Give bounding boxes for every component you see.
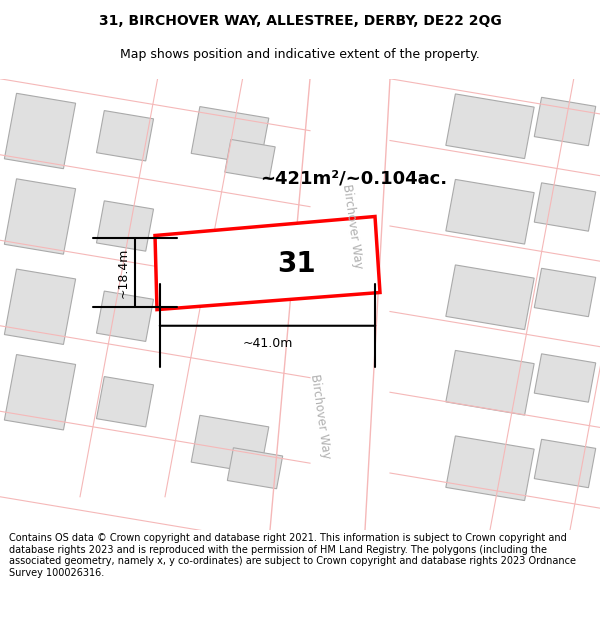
Polygon shape — [534, 98, 596, 146]
Text: 31: 31 — [277, 249, 316, 278]
Polygon shape — [225, 139, 275, 179]
Text: ~421m²/~0.104ac.: ~421m²/~0.104ac. — [260, 169, 447, 187]
Polygon shape — [446, 351, 534, 415]
Polygon shape — [4, 269, 76, 344]
Polygon shape — [97, 201, 154, 251]
Polygon shape — [4, 93, 76, 169]
Polygon shape — [534, 439, 596, 488]
Text: Birchover Way: Birchover Way — [340, 183, 364, 269]
Polygon shape — [155, 216, 380, 309]
Text: Contains OS data © Crown copyright and database right 2021. This information is : Contains OS data © Crown copyright and d… — [9, 533, 576, 578]
Polygon shape — [534, 268, 596, 317]
Polygon shape — [97, 377, 154, 427]
Text: ~18.4m: ~18.4m — [117, 248, 130, 298]
Polygon shape — [191, 107, 269, 165]
Polygon shape — [97, 291, 154, 341]
Polygon shape — [4, 354, 76, 430]
Polygon shape — [97, 111, 154, 161]
Polygon shape — [534, 354, 596, 402]
Polygon shape — [4, 179, 76, 254]
Polygon shape — [534, 183, 596, 231]
Text: Map shows position and indicative extent of the property.: Map shows position and indicative extent… — [120, 48, 480, 61]
Text: 31, BIRCHOVER WAY, ALLESTREE, DERBY, DE22 2QG: 31, BIRCHOVER WAY, ALLESTREE, DERBY, DE2… — [98, 14, 502, 28]
Text: Birchover Way: Birchover Way — [308, 373, 332, 459]
Polygon shape — [446, 94, 534, 159]
Polygon shape — [270, 79, 390, 530]
Polygon shape — [446, 436, 534, 501]
Polygon shape — [227, 448, 283, 489]
Polygon shape — [446, 265, 534, 329]
Polygon shape — [446, 179, 534, 244]
Polygon shape — [191, 416, 269, 474]
Text: ~41.0m: ~41.0m — [242, 337, 293, 350]
